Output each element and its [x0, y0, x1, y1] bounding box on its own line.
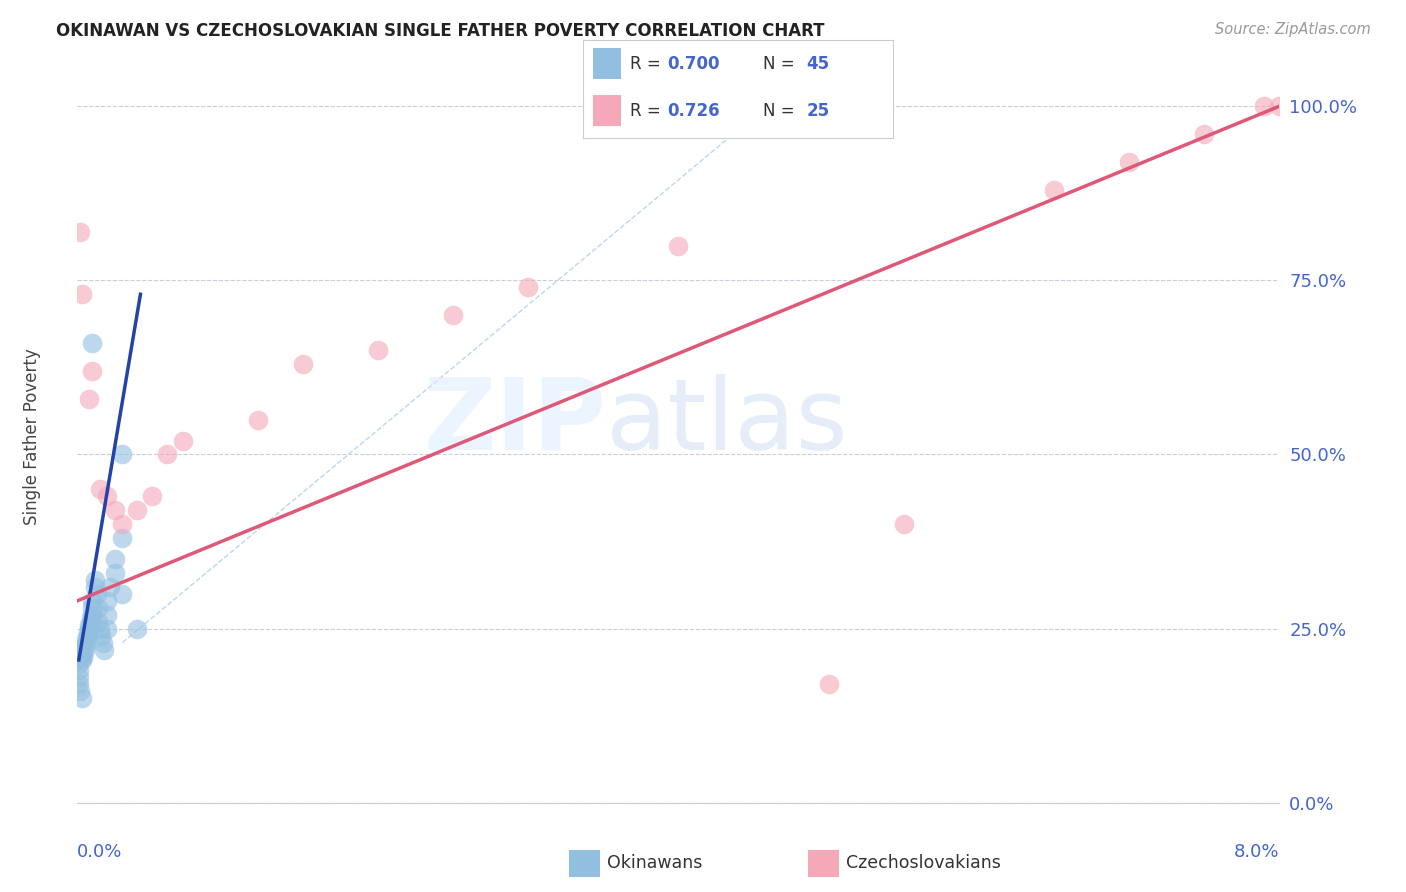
Point: [67, 664, 90, 678]
Point: [82, 336, 104, 351]
Point: [82, 594, 104, 608]
Text: N =: N =: [763, 102, 800, 120]
Point: [70, 691, 93, 706]
Point: [156, 448, 179, 462]
Point: [75, 632, 97, 646]
Point: [111, 587, 134, 601]
Point: [668, 238, 690, 252]
Point: [111, 448, 134, 462]
Point: [67, 670, 90, 684]
Point: [69, 646, 91, 660]
Point: [141, 489, 163, 503]
Point: [517, 280, 540, 294]
Point: [89, 622, 111, 636]
Point: [82, 600, 104, 615]
Point: [246, 412, 269, 426]
Point: [80, 615, 103, 629]
Point: [1043, 183, 1066, 197]
Point: [76, 629, 98, 643]
Point: [96, 607, 118, 622]
Text: 45: 45: [806, 54, 830, 72]
Point: [89, 483, 111, 497]
Point: [69, 225, 91, 239]
Point: [79, 618, 101, 632]
Point: [96, 489, 118, 503]
Point: [1253, 99, 1275, 113]
Point: [817, 677, 839, 691]
Point: [91, 635, 114, 649]
Point: [72, 649, 94, 664]
Point: [104, 566, 127, 580]
Point: [82, 364, 104, 378]
Point: [96, 594, 118, 608]
Point: [111, 517, 134, 532]
Point: [90, 629, 112, 643]
Point: [73, 642, 96, 657]
Point: [96, 622, 118, 636]
Point: [69, 684, 91, 698]
Point: [1118, 155, 1140, 169]
Bar: [593, 48, 620, 79]
Point: [1194, 127, 1216, 141]
Point: [70, 649, 93, 664]
Point: [104, 552, 127, 566]
Point: [70, 653, 93, 667]
Point: [367, 343, 389, 357]
Point: [73, 639, 96, 653]
Point: [82, 607, 104, 622]
Point: [84, 580, 107, 594]
Text: 0.700: 0.700: [666, 54, 720, 72]
Text: R =: R =: [630, 54, 666, 72]
Point: [100, 580, 122, 594]
Point: [1268, 99, 1291, 113]
Point: [291, 357, 314, 371]
Point: [441, 308, 464, 322]
Point: [72, 646, 94, 660]
Text: Single Father Poverty: Single Father Poverty: [22, 349, 41, 525]
Text: R =: R =: [630, 102, 666, 120]
Text: Czechoslovakians: Czechoslovakians: [846, 855, 1001, 872]
Text: Source: ZipAtlas.com: Source: ZipAtlas.com: [1215, 22, 1371, 37]
Point: [104, 503, 127, 517]
Point: [87, 615, 110, 629]
Point: [86, 587, 108, 601]
Text: 0.0%: 0.0%: [77, 843, 122, 861]
Text: Okinawans: Okinawans: [607, 855, 703, 872]
Point: [127, 503, 149, 517]
Point: [67, 677, 90, 691]
Point: [84, 573, 107, 587]
Text: 0.726: 0.726: [666, 102, 720, 120]
Text: 8.0%: 8.0%: [1234, 843, 1279, 861]
Bar: [593, 95, 620, 127]
Point: [67, 657, 90, 671]
Text: N =: N =: [763, 54, 800, 72]
Point: [76, 625, 98, 640]
Point: [79, 622, 101, 636]
Point: [80, 611, 103, 625]
Point: [87, 600, 110, 615]
Point: [172, 434, 194, 448]
Point: [127, 622, 149, 636]
Point: [111, 531, 134, 545]
Point: [75, 635, 97, 649]
Text: ZIP: ZIP: [423, 374, 606, 471]
Point: [93, 642, 115, 657]
Point: [893, 517, 915, 532]
Text: atlas: atlas: [606, 374, 848, 471]
Point: [69, 642, 91, 657]
Text: OKINAWAN VS CZECHOSLOVAKIAN SINGLE FATHER POVERTY CORRELATION CHART: OKINAWAN VS CZECHOSLOVAKIAN SINGLE FATHE…: [56, 22, 825, 40]
Point: [70, 287, 93, 301]
Point: [79, 392, 101, 406]
Text: 25: 25: [806, 102, 830, 120]
